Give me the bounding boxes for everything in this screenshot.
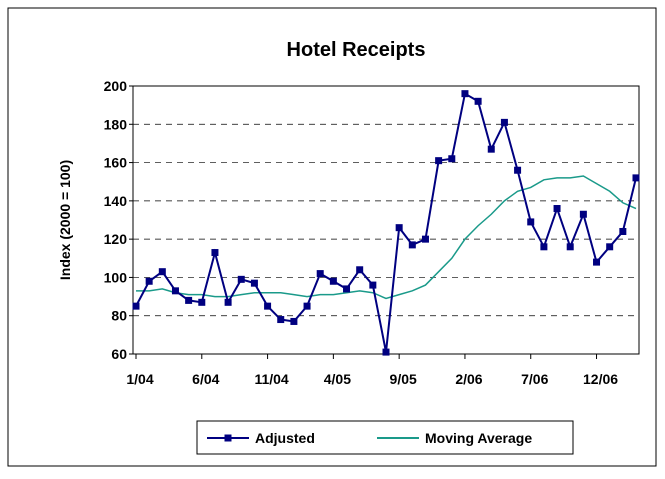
chart-title: Hotel Receipts (287, 39, 426, 61)
marker (632, 174, 640, 182)
marker (290, 317, 298, 325)
x-tick-label: 1/04 (126, 371, 153, 387)
x-tick-label: 12/06 (583, 371, 618, 387)
legend-label: Adjusted (255, 430, 315, 446)
marker (369, 281, 377, 289)
marker (382, 348, 390, 356)
y-tick-label: 200 (104, 78, 128, 94)
marker (448, 155, 456, 163)
marker (606, 243, 614, 251)
y-tick-label: 160 (104, 155, 128, 171)
marker (132, 302, 140, 310)
x-tick-label: 7/06 (521, 371, 548, 387)
marker (171, 287, 179, 295)
marker (316, 270, 324, 278)
marker (619, 227, 627, 235)
x-tick-label: 2/06 (455, 371, 482, 387)
marker (185, 296, 193, 304)
y-tick-label: 100 (104, 269, 128, 285)
marker (408, 241, 416, 249)
marker (500, 118, 508, 126)
marker (303, 302, 311, 310)
marker (593, 258, 601, 266)
marker (553, 205, 561, 213)
marker (277, 316, 285, 324)
marker (540, 243, 548, 251)
y-axis-label: Index (2000 = 100) (57, 160, 73, 280)
marker (158, 268, 166, 276)
marker (566, 243, 574, 251)
marker (250, 279, 258, 287)
marker (474, 97, 482, 105)
marker (487, 145, 495, 153)
y-tick-label: 60 (111, 346, 127, 362)
marker (435, 157, 443, 165)
marker (461, 90, 469, 98)
marker (264, 302, 272, 310)
marker (421, 235, 429, 243)
legend-label: Moving Average (425, 430, 532, 446)
x-tick-label: 6/04 (192, 371, 219, 387)
x-tick-label: 4/05 (324, 371, 351, 387)
x-tick-label: 11/04 (254, 371, 288, 387)
marker (395, 224, 403, 232)
x-tick-label: 9/05 (390, 371, 417, 387)
marker (211, 249, 219, 257)
y-tick-label: 80 (111, 308, 127, 324)
legend-marker (224, 434, 232, 442)
marker (145, 277, 153, 285)
y-tick-label: 140 (104, 193, 128, 209)
marker (356, 266, 364, 274)
marker (237, 275, 245, 283)
marker (224, 298, 232, 306)
marker (514, 166, 522, 174)
series-line (136, 175, 637, 300)
marker (343, 285, 351, 293)
marker (198, 298, 206, 306)
marker (579, 210, 587, 218)
y-tick-label: 180 (104, 116, 128, 132)
marker (329, 277, 337, 285)
marker (527, 218, 535, 226)
y-tick-label: 120 (104, 231, 128, 247)
